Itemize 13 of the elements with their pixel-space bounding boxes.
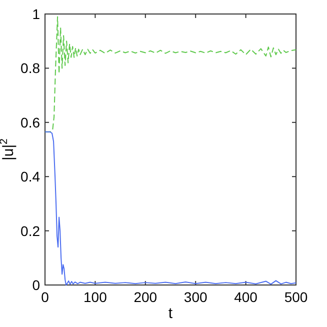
y-tick-label: 0.8	[20, 60, 40, 76]
y-tick-label: 0.4	[20, 168, 40, 185]
y-tick-label: 0	[32, 277, 40, 293]
x-tick-label: 400	[234, 289, 258, 305]
y-tick-label: 1	[32, 6, 40, 22]
x-tick-label: 200	[134, 289, 158, 305]
x-tick-label: 500	[284, 289, 308, 305]
line-series	[44, 131, 296, 286]
y-tick-label: 0.2	[20, 222, 40, 239]
x-tick-label: 300	[184, 289, 208, 305]
x-axis-title: t	[168, 305, 174, 322]
x-tick-label: 100	[84, 289, 108, 305]
y-tick-label: 0.6	[20, 114, 40, 130]
